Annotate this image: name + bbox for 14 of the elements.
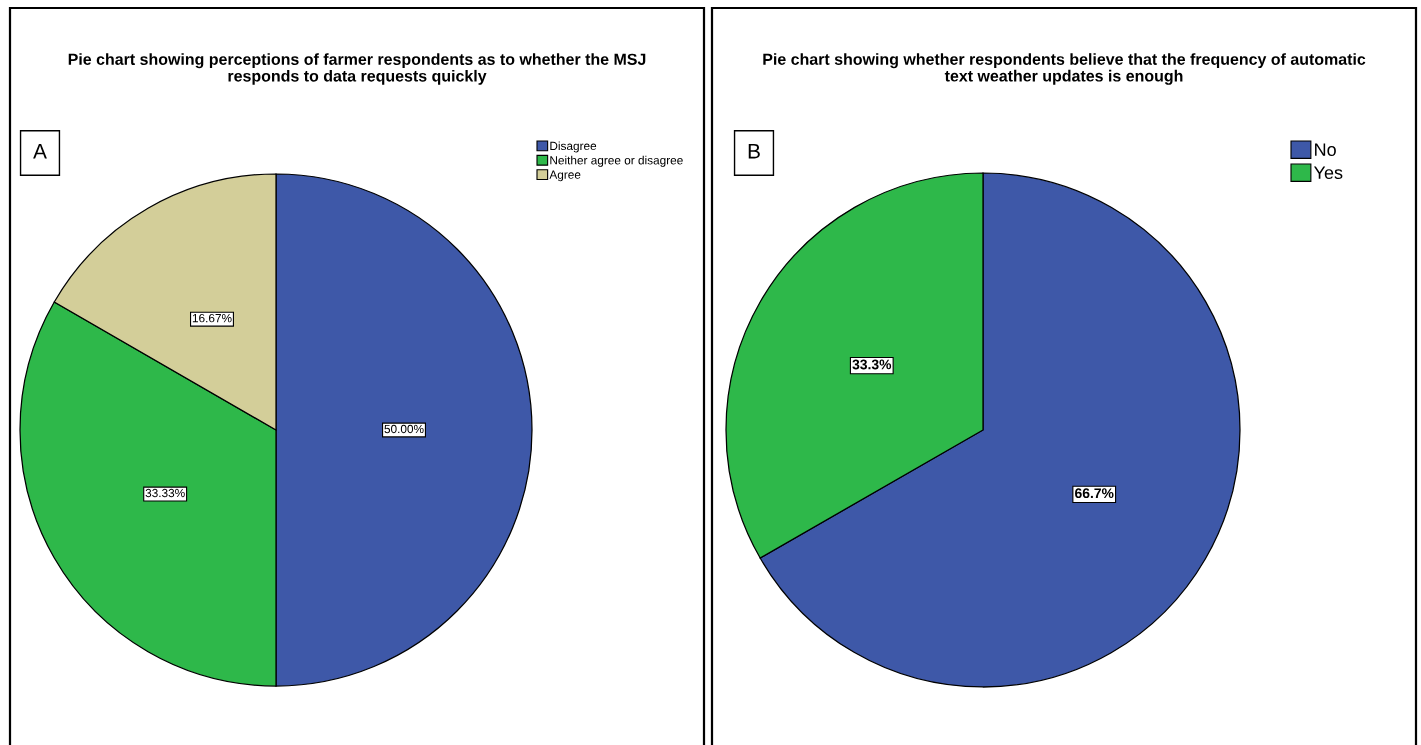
legend-label: No bbox=[1315, 143, 1336, 156]
text: A bbox=[33, 144, 47, 159]
data-label: 33.3% bbox=[852, 359, 892, 370]
data-label: 33.33% bbox=[145, 488, 185, 498]
text: B bbox=[748, 144, 760, 159]
data-label: 50.00% bbox=[384, 424, 424, 434]
legend-label: Yes bbox=[1313, 166, 1343, 180]
data-label: 66.7% bbox=[1075, 488, 1114, 499]
legend-label: Disagree bbox=[550, 141, 597, 153]
legend-label: Neither agree or disagree bbox=[550, 155, 683, 167]
legend-label: Agree bbox=[549, 170, 581, 182]
data-label: 16.67% bbox=[192, 313, 232, 323]
chart-title: Pie chart showing perceptions of farmer respondents as to whether the MSJ responds to data requests quickly bbox=[68, 53, 646, 85]
chart-title: Pie chart showing whether respondents believe that the frequency of automatic text weather updates is enough bbox=[763, 53, 1366, 85]
